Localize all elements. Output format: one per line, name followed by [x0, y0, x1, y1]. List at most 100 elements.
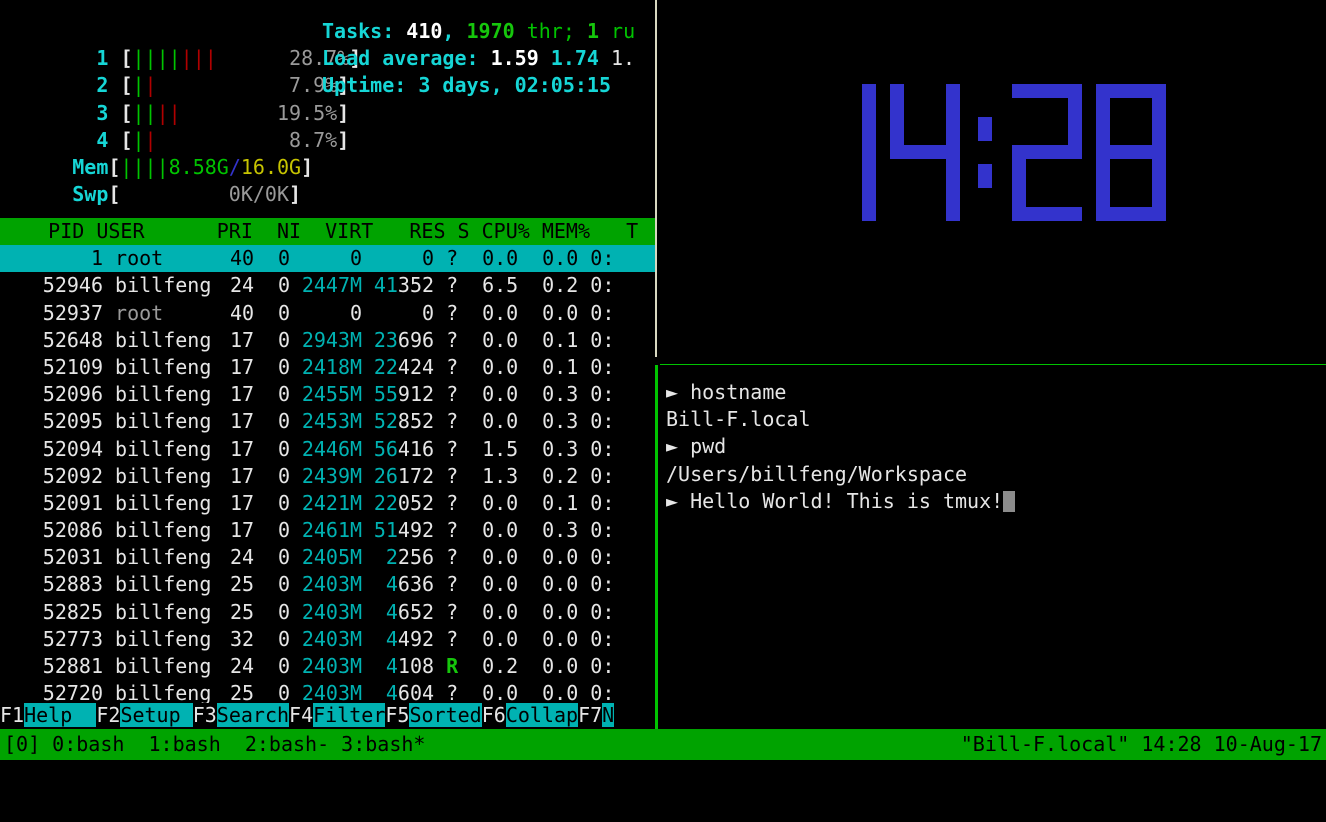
fkey-f2[interactable]: F2 — [96, 702, 121, 727]
shell-command-line: ► Hello World! This is tmux! — [666, 488, 1326, 515]
cell-user: billfeng — [115, 382, 212, 407]
cell-pid: 1 — [90, 246, 103, 271]
cell-cpu: 0.0 — [482, 409, 519, 434]
table-row[interactable]: 52109 billfeng 17 0 2418M 22424 ? 0.0 0.1 0: — [0, 354, 655, 381]
cell-pid: 52031 — [42, 545, 103, 570]
cell-res: 4108 — [385, 654, 435, 678]
cell-cpu: 0.0 — [482, 354, 519, 379]
cell-pid: 52094 — [42, 436, 103, 461]
mem-meter-bars: |||| — [120, 154, 169, 179]
tasks-comma: , — [442, 19, 467, 43]
cell-gap — [434, 627, 446, 651]
cell-state: ? — [446, 300, 459, 325]
fkey-label-f6[interactable]: Collap — [505, 702, 579, 727]
fkey-f3[interactable]: F3 — [192, 702, 217, 727]
cell-mem: 0.0 — [542, 599, 579, 624]
load-5min: 1.74 — [550, 46, 599, 71]
table-row[interactable]: 52648 billfeng 17 0 2943M 23696 ? 0.0 0.1 0: — [0, 327, 655, 354]
cell-pri: 32 — [229, 626, 255, 651]
cell-pid: 52095 — [42, 409, 103, 434]
cell-user: billfeng — [115, 490, 212, 515]
cell-gap — [103, 654, 115, 678]
cell-gap — [518, 491, 530, 515]
table-row[interactable]: 52946 billfeng 24 0 2447M 41352 ? 6.5 0.2 0: — [0, 272, 655, 299]
cell-ni: 0 — [278, 354, 291, 379]
shell-command-line: ► hostname — [666, 379, 1326, 406]
cell-gap — [518, 572, 530, 596]
cell-state: ? — [446, 327, 459, 352]
prompt-arrow-icon: ► — [666, 488, 691, 513]
pane-border-vertical-top[interactable] — [655, 0, 657, 357]
function-key-bar[interactable]: F1Help F2Setup F3SearchF4FilterF5SortedF… — [0, 702, 655, 729]
cell-pid: 52092 — [42, 463, 103, 488]
table-row[interactable]: 52091 billfeng 17 0 2421M 22052 ? 0.0 0.1 0: — [0, 490, 655, 517]
cell-user: root — [115, 300, 164, 325]
cell-gap — [578, 355, 590, 379]
cell-gap — [458, 654, 470, 678]
cell-virt: 0 — [350, 300, 363, 325]
cell-gap — [518, 301, 530, 325]
cell-pri: 17 — [229, 436, 255, 461]
uptime-row: Uptime: 3 days, 02:05:15 — [322, 72, 635, 99]
fkey-label-f4[interactable]: Filter — [313, 702, 386, 727]
fkey-f7[interactable]: F7 — [578, 702, 603, 727]
cell-state: ? — [446, 273, 459, 298]
table-row[interactable]: 52092 billfeng 17 0 2439M 26172 ? 1.3 0.2 0: — [0, 463, 655, 490]
cell-gap — [518, 464, 530, 488]
table-row[interactable]: 52773 billfeng 32 0 2403M 4492 ? 0.0 0.0 0: — [0, 626, 655, 653]
table-row[interactable]: 52086 billfeng 17 0 2461M 51492 ? 0.0 0.3 0: — [0, 517, 655, 544]
table-row[interactable]: 52937 root 40 0 0 0 ? 0.0 0.0 0: — [0, 300, 655, 327]
cpu-meter-row: 3 [|||| 19.5%] — [96, 100, 350, 125]
fkey-label-f1[interactable]: Help — [24, 702, 97, 727]
htop-pane[interactable]: 1 [||||||| 28.7%] 2 [|| 7.9%] 3 [|||| 19… — [0, 0, 655, 729]
cell-res: 56416 — [373, 436, 435, 461]
clock-pane[interactable] — [660, 0, 1326, 357]
fkey-f5[interactable]: F5 — [385, 702, 410, 727]
cell-time: 0: — [590, 273, 615, 298]
cell-res: 4604 — [385, 681, 435, 706]
cell-time: 0: — [590, 572, 615, 597]
cell-pid: 52946 — [42, 273, 103, 298]
table-row[interactable]: 52883 billfeng 25 0 2403M 4636 ? 0.0 0.0 0: — [0, 571, 655, 598]
cell-mem: 0.2 — [542, 273, 579, 298]
fkey-label-f2[interactable]: Setup — [120, 702, 193, 727]
table-row[interactable]: 52720 billfeng 25 0 2403M 4604 ? 0.0 0.0 0: — [0, 680, 655, 707]
cell-gap — [458, 491, 470, 515]
fkey-label-f7[interactable]: N — [602, 702, 615, 727]
shell-pane[interactable]: ► hostname Bill-F.local ► pwd/Users/billfe… — [660, 365, 1326, 729]
table-row[interactable]: 52094 billfeng 17 0 2446M 56416 ? 1.5 0.3 0: — [0, 436, 655, 463]
fkey-label-f3[interactable]: Search — [216, 702, 290, 727]
cell-gap — [578, 518, 590, 542]
cell-gap — [458, 545, 470, 569]
table-row[interactable]: 52031 billfeng 24 0 2405M 2256 ? 0.0 0.0 0: — [0, 544, 655, 571]
cell-gap — [103, 600, 115, 624]
cell-gap — [103, 355, 115, 379]
fkey-f6[interactable]: F6 — [481, 702, 506, 727]
cell-cpu: 0.2 — [482, 654, 519, 678]
cell-res: 41352 — [373, 273, 435, 298]
fkey-f1[interactable]: F1 — [0, 702, 25, 727]
process-table-header[interactable]: PID USER PRI NI VIRT RES S CPU% MEM% T — [0, 218, 655, 246]
tmux-window-list[interactable]: [0] 0:bash 1:bash 2:bash- 3:bash* — [4, 732, 426, 756]
tmux-status-bar[interactable]: [0] 0:bash 1:bash 2:bash- 3:bash* "Bill-… — [0, 729, 1326, 760]
cpu-meter-percent: 28.7% — [289, 46, 350, 71]
cell-time: 0: — [590, 626, 615, 651]
cell-gap — [103, 273, 115, 297]
cell-cpu: 0.0 — [482, 300, 519, 325]
cell-pid: 52109 — [42, 354, 103, 379]
clock-digit-4 — [890, 84, 960, 221]
cell-gap — [103, 409, 115, 433]
cell-state: ? — [446, 599, 459, 624]
cell-pri: 25 — [229, 681, 255, 706]
table-row[interactable]: 52096 billfeng 17 0 2455M 55912 ? 0.0 0.3 0: — [0, 381, 655, 408]
pane-border-vertical-bottom[interactable] — [655, 365, 658, 729]
cell-res: 22424 — [373, 354, 435, 379]
cell-user: billfeng — [115, 599, 212, 624]
fkey-f4[interactable]: F4 — [289, 702, 314, 727]
table-row[interactable]: 52881 billfeng 24 0 2403M 4108 R 0.2 0.0 0: — [0, 653, 655, 680]
table-row[interactable]: 52095 billfeng 17 0 2453M 52852 ? 0.0 0.3 0: — [0, 408, 655, 435]
table-row[interactable]: 52825 billfeng 25 0 2403M 4652 ? 0.0 0.0 0: — [0, 599, 655, 626]
fkey-label-f5[interactable]: Sorted — [409, 702, 482, 727]
process-table[interactable]: PID USER PRI NI VIRT RES S CPU% MEM% T 1… — [0, 218, 655, 707]
table-row[interactable]: 1 root 40 0 0 0 ? 0.0 0.0 0: — [0, 245, 655, 273]
